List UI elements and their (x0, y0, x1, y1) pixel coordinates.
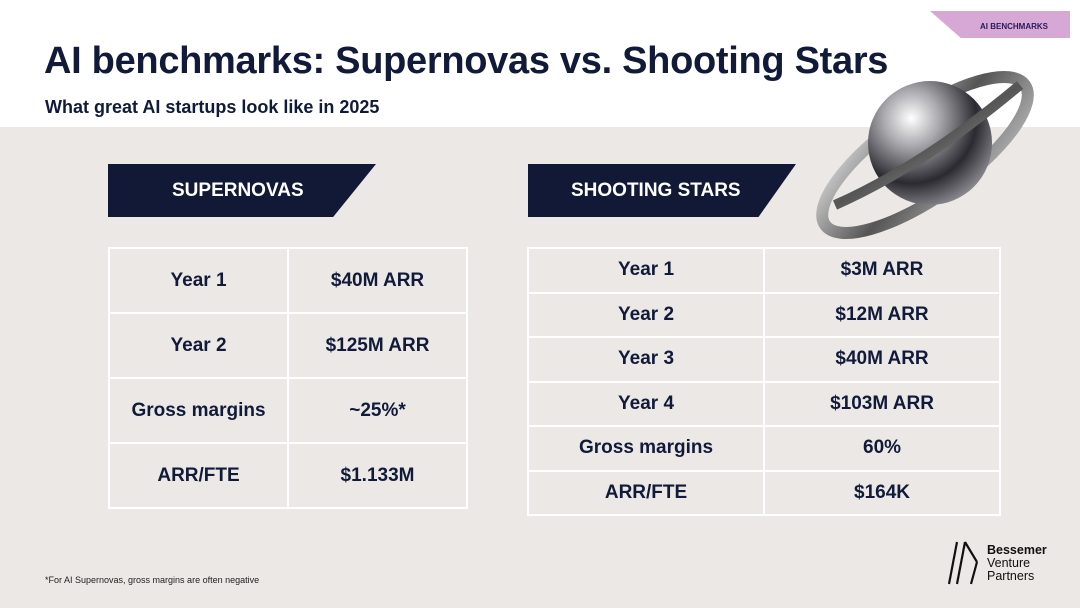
metric-value: $125M ARR (287, 312, 468, 379)
supernovas-banner: SUPERNOVAS (108, 164, 376, 217)
footnote: *For AI Supernovas, gross margins are of… (45, 575, 260, 585)
metric-value: $40M ARR (287, 247, 468, 314)
metric-label: Gross margins (526, 425, 766, 472)
metric-label: Gross margins (107, 377, 290, 444)
table-row: Year 3 $40M ARR (526, 336, 1001, 383)
metric-value: 60% (763, 425, 1001, 472)
metric-value: ~25%* (287, 377, 468, 444)
table-row: Year 2 $125M ARR (107, 312, 468, 379)
table-row: ARR/FTE $164K (526, 469, 1001, 516)
metric-value: $12M ARR (763, 291, 1001, 338)
metric-value: $3M ARR (763, 247, 1001, 294)
table-row: Year 1 $3M ARR (526, 247, 1001, 294)
table-row: Gross margins ~25%* (107, 377, 468, 444)
planet-image (816, 71, 1034, 239)
metric-label: ARR/FTE (526, 469, 766, 516)
table-row: ARR/FTE $1.133M (107, 442, 468, 509)
table-row: Year 4 $103M ARR (526, 380, 1001, 427)
page-subtitle: What great AI startups look like in 2025 (45, 97, 380, 117)
metric-label: Year 2 (526, 291, 766, 338)
metric-label: Year 4 (526, 380, 766, 427)
logo-line-3: Partners (987, 568, 1035, 583)
bessemer-logo: Bessemer Venture Partners (947, 540, 1047, 586)
metric-label: Year 1 (526, 247, 766, 294)
shooting-stars-banner: SHOOTING STARS (528, 164, 796, 217)
table-row: Gross margins 60% (526, 425, 1001, 472)
supernovas-table: Year 1 $40M ARR Year 2 $125M ARR Gross mar… (107, 247, 468, 509)
table-row: Year 1 $40M ARR (107, 247, 468, 314)
metric-value: $164K (763, 469, 1001, 516)
metric-label: Year 1 (107, 247, 290, 314)
metric-value: $40M ARR (763, 336, 1001, 383)
logo-line-2: Venture (987, 555, 1031, 570)
logo-line-1: Bessemer (987, 542, 1047, 557)
bessemer-mark-icon (947, 541, 979, 585)
metric-value: $103M ARR (763, 380, 1001, 427)
page-title: AI benchmarks: Supernovas vs. Shooting S… (44, 40, 889, 82)
metric-value: $1.133M (287, 442, 468, 509)
metric-label: Year 2 (107, 312, 290, 379)
shooting-stars-table: Year 1 $3M ARR Year 2 $12M ARR Year 3 $40M … (526, 247, 1001, 516)
metric-label: ARR/FTE (107, 442, 290, 509)
metric-label: Year 3 (526, 336, 766, 383)
table-row: Year 2 $12M ARR (526, 291, 1001, 338)
